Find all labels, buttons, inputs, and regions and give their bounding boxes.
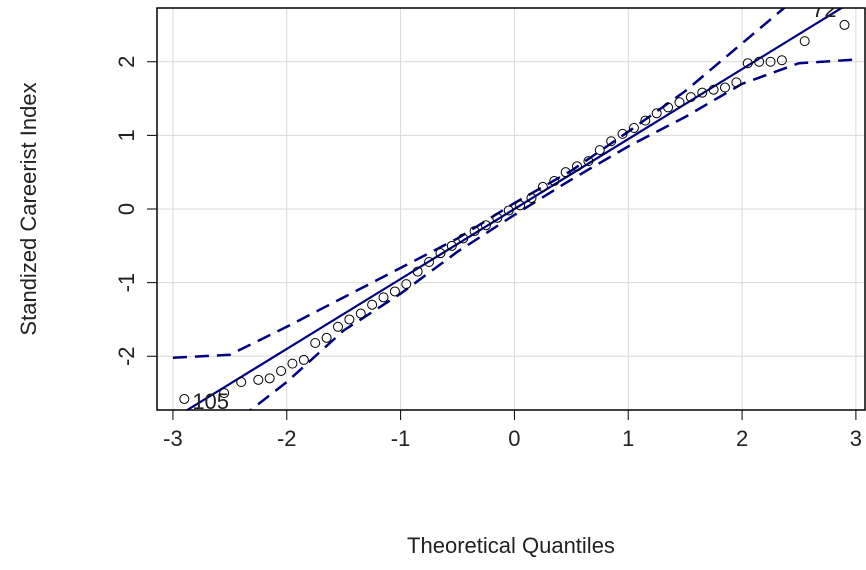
point [526, 192, 537, 203]
point [310, 338, 321, 348]
point [446, 240, 457, 251]
point [537, 181, 548, 192]
point-label: 72 [812, 0, 836, 22]
point [236, 377, 247, 388]
y-tick-label: -1 [114, 273, 139, 293]
point [179, 393, 190, 404]
point [503, 205, 514, 216]
x-tick-label: 3 [850, 426, 862, 451]
point [332, 321, 343, 332]
point [742, 58, 753, 69]
point [401, 279, 412, 290]
point [344, 314, 355, 325]
point [287, 358, 298, 369]
point [765, 56, 776, 67]
point [219, 388, 230, 399]
point [594, 145, 605, 156]
point [685, 92, 696, 103]
point [583, 156, 594, 167]
y-axis-title: Standized Careerist Index [16, 82, 41, 335]
point [424, 257, 435, 268]
y-tick-label: -2 [114, 346, 139, 366]
y-tick-label: 2 [114, 56, 139, 68]
point [412, 266, 423, 277]
point [458, 233, 469, 244]
point [572, 161, 583, 172]
point [469, 226, 480, 237]
point [640, 115, 651, 126]
x-tick-label: -3 [163, 426, 183, 451]
y-tick-label: 0 [114, 203, 139, 215]
point [367, 299, 378, 310]
y-tick-label: 1 [114, 129, 139, 141]
point [435, 248, 446, 259]
grid [157, 8, 865, 410]
point [355, 308, 366, 319]
point [253, 374, 264, 385]
axes: -3 -2 -1 0 1 2 3 -2 -1 0 1 2 [114, 56, 862, 451]
point [560, 167, 571, 178]
confidence-envelope [172, 8, 787, 359]
point [264, 373, 275, 384]
x-tick-label: -2 [277, 426, 297, 451]
point [492, 212, 503, 223]
point [321, 332, 332, 343]
point [606, 136, 617, 147]
point [651, 108, 662, 119]
point [617, 128, 628, 139]
point [697, 87, 708, 98]
x-tick-label: 0 [508, 426, 520, 451]
reference-line [185, 8, 844, 410]
x-tick-label: 1 [622, 426, 634, 451]
point [731, 77, 742, 88]
x-axis-title: Theoretical Quantiles [407, 533, 615, 558]
x-tick-label: 2 [736, 426, 748, 451]
point [549, 176, 560, 187]
point [298, 354, 309, 365]
point [719, 82, 730, 93]
point [389, 286, 400, 297]
point [799, 36, 810, 47]
point [674, 97, 685, 108]
point [276, 365, 287, 376]
point [378, 292, 389, 303]
x-tick-label: -1 [391, 426, 411, 451]
point [839, 19, 850, 30]
point [776, 55, 787, 66]
confidence-envelope [248, 58, 856, 410]
point [628, 123, 639, 134]
point [663, 102, 674, 113]
point [754, 56, 765, 67]
point [480, 220, 491, 231]
point [708, 84, 719, 95]
point [515, 200, 526, 211]
